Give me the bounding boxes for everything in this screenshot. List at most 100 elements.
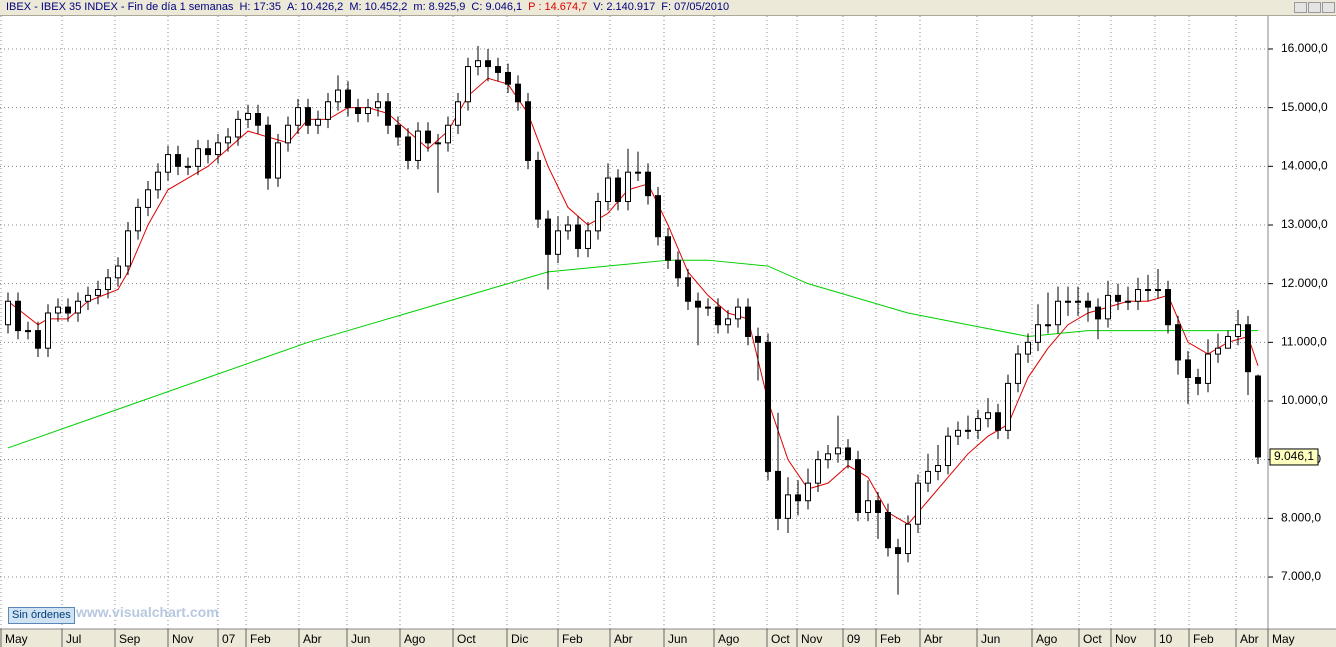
last-value-label: 9.046,1 bbox=[1274, 449, 1314, 463]
header-field: P : 14.674,7 bbox=[528, 1, 588, 13]
header-field: V: 2.140.917 bbox=[593, 1, 656, 13]
x-tick-label: Nov bbox=[801, 632, 822, 646]
candle-body bbox=[45, 312, 51, 349]
candle-body bbox=[485, 60, 491, 68]
candle-body bbox=[205, 148, 211, 156]
candle-body bbox=[935, 465, 941, 472]
candle-body bbox=[945, 435, 951, 467]
candle-body bbox=[575, 224, 581, 249]
candle-body bbox=[1125, 300, 1131, 303]
candle-body bbox=[875, 500, 881, 513]
header-title: IBEX - IBEX 35 INDEX - Fin de día 1 sema… bbox=[6, 1, 234, 13]
candle-body bbox=[175, 154, 181, 167]
moving-average-line bbox=[7, 259, 1258, 449]
candle-body bbox=[185, 165, 191, 168]
candle-body bbox=[35, 330, 41, 349]
candle-body bbox=[305, 107, 311, 126]
x-tick-label: Nov bbox=[172, 632, 193, 646]
candle-body bbox=[815, 459, 821, 484]
y-tick-label: 8.000,0 bbox=[1281, 511, 1321, 525]
candle-body bbox=[585, 230, 591, 249]
y-tick-label: 13.000,0 bbox=[1281, 217, 1328, 231]
x-tick-label: 10 bbox=[1159, 632, 1173, 646]
x-tick-label: Ago bbox=[404, 632, 426, 646]
candle-body bbox=[555, 230, 561, 255]
candle-body bbox=[1025, 341, 1031, 355]
x-tick-label: Ago bbox=[718, 632, 740, 646]
candle-body bbox=[335, 89, 341, 103]
x-tick-label: 07 bbox=[222, 632, 236, 646]
candle-body bbox=[775, 470, 781, 519]
x-tick-label: Jul bbox=[66, 632, 81, 646]
candle-body bbox=[985, 412, 991, 420]
candle-body bbox=[245, 113, 251, 120]
candle-body bbox=[765, 341, 771, 472]
candle-body bbox=[1065, 300, 1071, 303]
candle-body bbox=[665, 236, 671, 261]
candle-body bbox=[1155, 289, 1161, 292]
candle-body bbox=[195, 148, 201, 167]
candle-body bbox=[55, 306, 61, 314]
x-tick-label: Oct bbox=[771, 632, 790, 646]
candle-body bbox=[1245, 324, 1251, 373]
candle-body bbox=[1085, 300, 1091, 308]
x-tick-label: Feb bbox=[1193, 632, 1214, 646]
candle-body bbox=[865, 500, 871, 513]
candle-body bbox=[535, 159, 541, 220]
y-tick-label: 15.000,0 bbox=[1281, 100, 1328, 114]
watermark: www.visualchart.com bbox=[76, 604, 219, 620]
candle-body bbox=[845, 447, 851, 461]
candle-body bbox=[1105, 294, 1111, 320]
candle-body bbox=[505, 71, 511, 85]
candle-body bbox=[1225, 335, 1231, 349]
candle-body bbox=[805, 482, 811, 502]
candle-body bbox=[475, 60, 481, 68]
close-button[interactable] bbox=[1322, 2, 1335, 13]
candle-body bbox=[1205, 353, 1211, 384]
candle-body bbox=[465, 66, 471, 103]
candle-body bbox=[1055, 300, 1061, 326]
candle-body bbox=[1235, 324, 1241, 337]
candle-body bbox=[25, 330, 31, 333]
orders-button[interactable]: Sin órdenes bbox=[8, 607, 75, 624]
candle-body bbox=[825, 453, 831, 461]
candle-body bbox=[735, 306, 741, 320]
candle-body bbox=[635, 171, 641, 174]
candle-body bbox=[705, 306, 711, 309]
candle-body bbox=[265, 124, 271, 179]
candle-body bbox=[445, 124, 451, 144]
candle-body bbox=[105, 277, 111, 291]
candle-body bbox=[235, 118, 241, 138]
candle-body bbox=[285, 124, 291, 144]
candle-body bbox=[225, 136, 231, 144]
candle-body bbox=[275, 142, 281, 179]
candle-body bbox=[145, 189, 151, 208]
last-value-box bbox=[1269, 448, 1319, 466]
candle-body bbox=[965, 429, 971, 432]
candle-body bbox=[695, 300, 701, 308]
x-tick-label: Feb bbox=[250, 632, 271, 646]
maximize-button[interactable] bbox=[1308, 2, 1321, 13]
candle-body bbox=[95, 289, 101, 296]
header-field: m: 8.925,9 bbox=[413, 1, 466, 13]
candle-body bbox=[715, 306, 721, 326]
candle-body bbox=[615, 177, 621, 203]
candle-body bbox=[1215, 347, 1221, 355]
candle-body bbox=[415, 130, 421, 161]
candle-body bbox=[1095, 306, 1101, 320]
candle-body bbox=[455, 101, 461, 126]
minimize-button[interactable] bbox=[1294, 2, 1307, 13]
candle-body bbox=[545, 218, 551, 255]
candle-body bbox=[115, 265, 121, 279]
x-tick-label: Feb bbox=[880, 632, 901, 646]
header-field: F: 07/05/2010 bbox=[661, 1, 730, 13]
candle-body bbox=[905, 523, 911, 555]
candle-body bbox=[745, 306, 751, 337]
candle-body bbox=[1005, 382, 1011, 431]
candle-body bbox=[395, 124, 401, 138]
candle-body bbox=[365, 107, 371, 115]
x-tick-label: Feb bbox=[562, 632, 583, 646]
candle-body bbox=[355, 107, 361, 115]
candle-body bbox=[215, 142, 221, 156]
candle-body bbox=[565, 224, 571, 232]
